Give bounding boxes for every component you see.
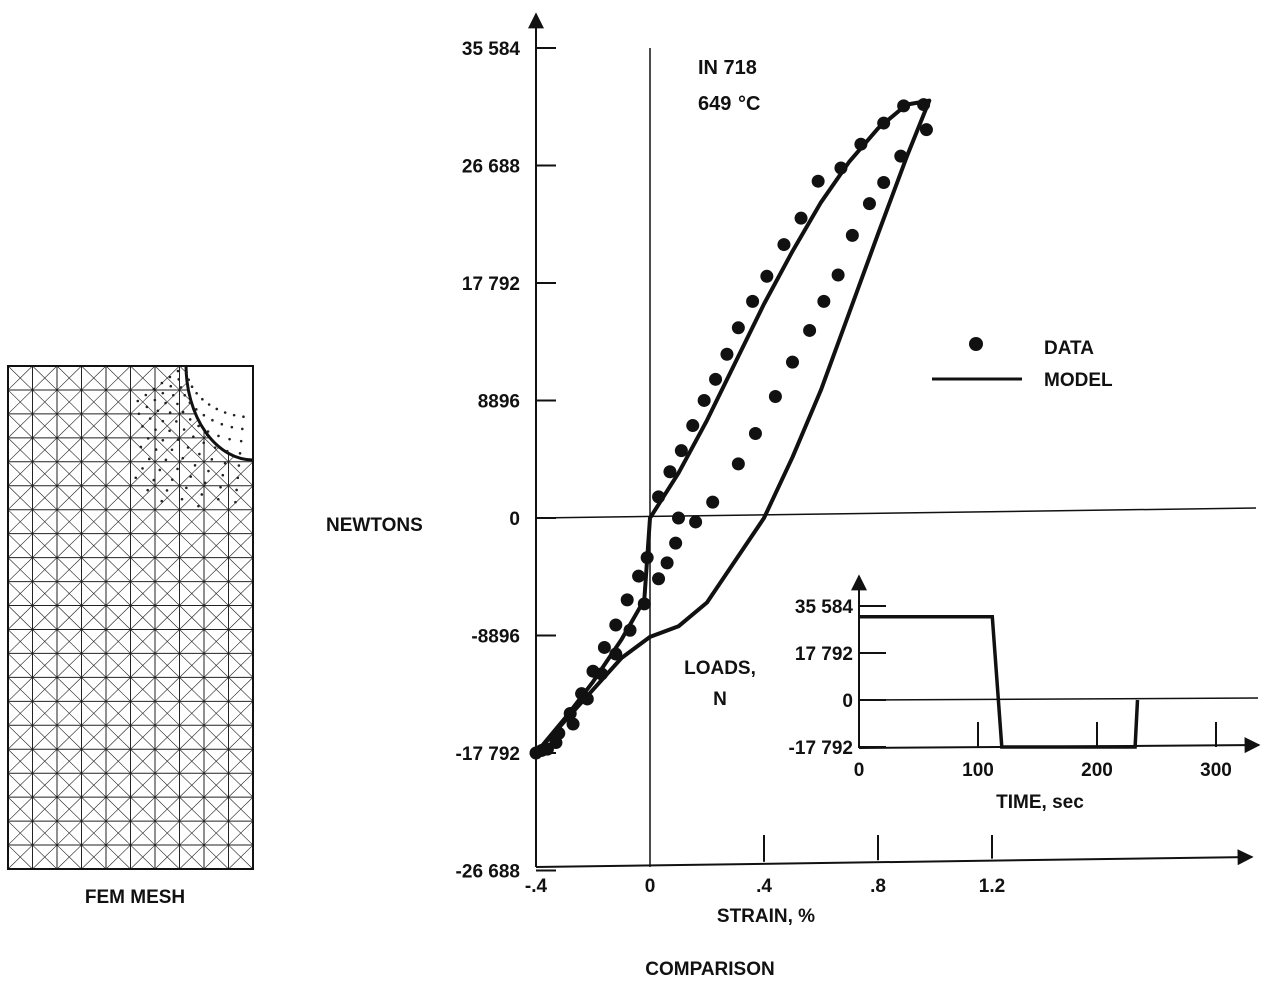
main-x-tick-label: 0 — [645, 876, 656, 897]
main-caption: COMPARISON — [645, 959, 774, 980]
main-x-axis — [535, 849, 1254, 868]
temperature-value: 649 — [698, 93, 731, 115]
main-y-tick-label: 0 — [509, 509, 520, 530]
inset-y-tick-label: 35 584 — [795, 597, 854, 618]
main-chart: -26 688 -17 792 -8896 0 8896 17 792 26 688 35 5… — [456, 12, 1257, 897]
data-point — [652, 572, 666, 586]
inset-xlabel: TIME, sec — [996, 792, 1084, 813]
main-x-tick-label: 1.2 — [979, 876, 1005, 897]
data-point — [917, 98, 931, 112]
data-point — [768, 389, 782, 403]
data-point — [669, 536, 683, 550]
data-point — [632, 569, 646, 583]
data-point — [746, 294, 760, 308]
data-point — [609, 647, 623, 661]
data-point — [731, 321, 745, 335]
data-point — [672, 511, 685, 525]
legend-model-label: MODEL — [1044, 370, 1113, 391]
data-point — [817, 294, 831, 308]
inset-ylabel-line2: N — [713, 689, 727, 710]
data-point — [877, 116, 891, 130]
data-point — [760, 269, 774, 283]
inset-y-tick-label: -17 792 — [789, 738, 853, 759]
data-point — [563, 706, 577, 720]
main-y-tick-label: -8896 — [471, 627, 520, 648]
material-label: IN 718 — [698, 57, 757, 79]
data-point — [731, 457, 745, 471]
data-point — [686, 419, 700, 433]
data-point — [663, 465, 677, 479]
data-point — [862, 197, 876, 211]
data-point — [566, 717, 580, 731]
data-point — [834, 161, 848, 175]
main-xlabel: STRAIN, % — [717, 906, 815, 927]
data-point — [609, 618, 623, 632]
data-point — [697, 393, 711, 407]
main-y-tick-label: 35 584 — [462, 39, 521, 60]
data-point — [637, 597, 651, 611]
inset-x-tick-label: 300 — [1200, 760, 1232, 781]
mesh-outline — [7, 365, 254, 870]
main-y-tick-label: 8896 — [478, 392, 520, 413]
fem-mesh — [7, 364, 254, 870]
inset-x-tick-label: 0 — [854, 760, 865, 781]
data-points — [529, 98, 933, 760]
data-point — [894, 149, 908, 163]
data-point — [597, 640, 611, 654]
data-point — [811, 174, 825, 188]
main-zero-load-line — [535, 507, 1257, 519]
data-point — [777, 238, 791, 252]
data-point — [854, 137, 868, 151]
data-point — [897, 99, 911, 113]
data-point — [803, 323, 817, 337]
data-point — [689, 515, 703, 529]
data-point — [674, 444, 688, 458]
main-x-tick-label: -.4 — [525, 876, 548, 897]
inset-y-tick-label: 0 — [842, 691, 853, 712]
data-point — [652, 490, 666, 504]
mesh-caption: FEM MESH — [85, 887, 185, 908]
mesh-notch-fill — [186, 365, 253, 460]
main-y-tick-label: 26 688 — [462, 157, 520, 178]
inset-load-curve — [859, 615, 1140, 749]
inset-zero-line — [858, 697, 1259, 701]
inset-x-tick-label: 100 — [962, 760, 994, 781]
legend-data-label: DATA — [1044, 338, 1094, 359]
data-point — [660, 556, 674, 570]
data-point — [786, 355, 799, 369]
main-y-tick-label: -26 688 — [456, 862, 520, 883]
main-x-tick-label: .8 — [870, 876, 886, 897]
data-point — [919, 123, 933, 137]
data-point — [706, 495, 720, 509]
inset-x-tick-label: 200 — [1081, 760, 1113, 781]
inset-y-tick-label: 17 792 — [795, 644, 853, 665]
data-point — [549, 736, 563, 750]
data-point — [709, 372, 723, 386]
data-point — [877, 176, 891, 190]
data-point — [595, 667, 609, 681]
mesh-notch-arc — [184, 364, 254, 462]
data-point — [845, 228, 859, 242]
data-point — [794, 211, 808, 225]
data-point — [623, 623, 637, 637]
data-point — [620, 593, 634, 607]
data-point — [580, 692, 594, 706]
main-ylabel: NEWTONS — [326, 515, 423, 536]
data-point — [720, 347, 734, 361]
data-point — [748, 426, 762, 440]
temperature-unit: °C — [738, 93, 760, 115]
data-point — [535, 743, 549, 757]
main-y-tick-label: -17 792 — [456, 744, 520, 765]
inset-ylabel-line1: LOADS, — [684, 658, 756, 679]
data-point — [831, 268, 845, 282]
legend: DATA MODEL — [932, 337, 1113, 391]
legend-data-marker — [969, 337, 983, 351]
main-y-tick-label: 17 792 — [462, 274, 520, 295]
main-x-tick-label: .4 — [756, 876, 772, 897]
data-point — [640, 551, 654, 565]
